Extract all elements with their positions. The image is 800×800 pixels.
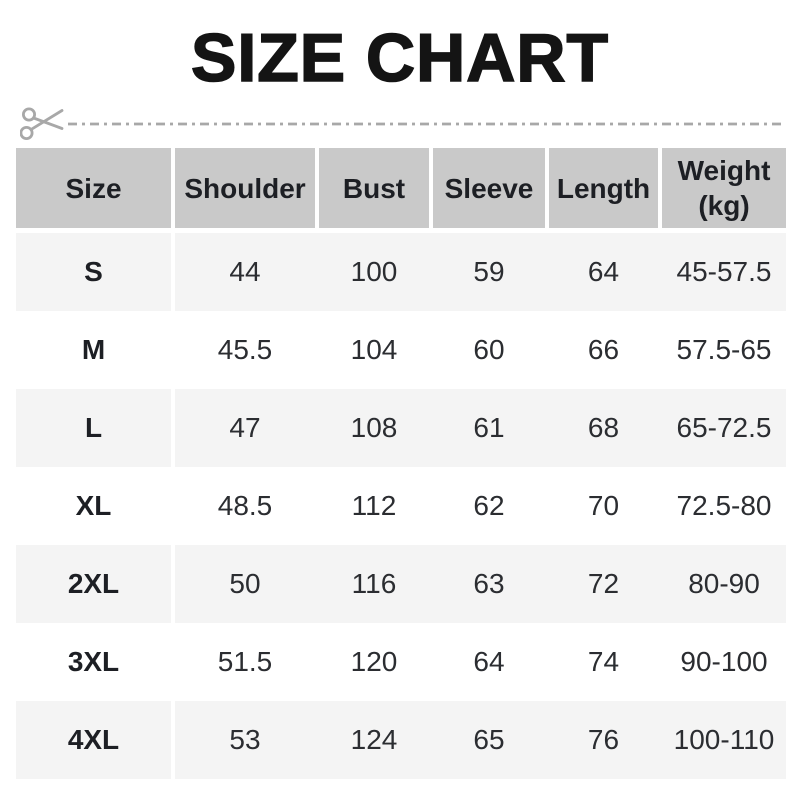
cell-length: 66	[587, 334, 620, 365]
cut-line	[20, 104, 786, 144]
cell-sleeve: 64	[473, 646, 505, 677]
table-row: M 45.5 104 60 66 57.5-65	[16, 311, 786, 389]
row-values: 48.5 112 62 70 72.5-80	[175, 467, 786, 545]
cell-sleeve: 61	[473, 412, 505, 443]
cell-shoulder: 44	[229, 256, 261, 287]
table-row: 4XL 53 124 65 76 100-110	[16, 701, 786, 779]
row-values: 45.5 104 60 66 57.5-65	[175, 311, 786, 389]
size-cell: L	[16, 389, 171, 467]
cell-weight: 100-110	[673, 724, 775, 755]
cell-bust: 104	[350, 334, 398, 365]
cell-sleeve: 59	[473, 256, 505, 287]
cell-shoulder: 53	[229, 724, 261, 755]
scissors-icon	[20, 107, 64, 140]
cell-length: 70	[587, 490, 620, 521]
table-row: XL 48.5 112 62 70 72.5-80	[16, 467, 786, 545]
cell-weight: 65-72.5	[676, 412, 772, 443]
cell-bust: 124	[350, 724, 398, 755]
cell-shoulder: 51.5	[217, 646, 273, 677]
cell-weight: 80-90	[688, 568, 760, 599]
cell-shoulder: 45.5	[217, 334, 273, 365]
cell-length: 68	[587, 412, 620, 443]
cell-length: 72	[587, 568, 620, 599]
row-values: 47 108 61 68 65-72.5	[175, 389, 786, 467]
page-title: SIZE CHART	[190, 20, 609, 96]
table-row: L 47 108 61 68 65-72.5	[16, 389, 786, 467]
size-cell: 3XL	[67, 646, 120, 677]
header-sleeve: Sleeve	[433, 148, 545, 228]
row-values: 44 100 59 64 45-57.5	[175, 233, 786, 311]
cell-length: 76	[587, 724, 620, 755]
size-chart-table: Size Shoulder Bust Sleeve Length Weight …	[16, 148, 786, 779]
header-bust: Bust	[319, 148, 429, 228]
row-values: 53 124 65 76 100-110	[175, 701, 786, 779]
dash-dot-line	[68, 121, 786, 127]
cell-shoulder: 47	[229, 412, 261, 443]
cell-shoulder: 48.5	[217, 490, 273, 521]
row-values: 50 116 63 72 80-90	[175, 545, 786, 623]
cell-bust: 108	[350, 412, 398, 443]
row-values: 51.5 120 64 74 90-100	[175, 623, 786, 701]
cell-shoulder: 50	[229, 568, 261, 599]
cell-length: 64	[587, 256, 620, 287]
cell-sleeve: 65	[473, 724, 505, 755]
size-cell: S	[16, 233, 171, 311]
cell-bust: 100	[350, 256, 398, 287]
size-cell: 4XL	[16, 701, 171, 779]
cell-length: 74	[587, 646, 620, 677]
table-row: S 44 100 59 64 45-57.5	[16, 233, 786, 311]
cell-sleeve: 60	[473, 334, 505, 365]
cell-bust: 112	[351, 490, 397, 521]
header-length: Length	[549, 148, 658, 228]
table-row: 2XL 50 116 63 72 80-90	[16, 545, 786, 623]
cell-weight: 90-100	[680, 646, 768, 677]
cell-bust: 116	[351, 568, 397, 599]
cell-weight: 72.5-80	[676, 490, 772, 521]
cell-weight: 57.5-65	[676, 334, 772, 365]
cell-sleeve: 63	[473, 568, 505, 599]
cell-bust: 120	[350, 646, 398, 677]
cell-sleeve: 62	[473, 490, 505, 521]
size-cell: M	[81, 334, 106, 365]
size-cell: 2XL	[16, 545, 171, 623]
table-header-row: Size Shoulder Bust Sleeve Length Weight …	[16, 148, 786, 228]
header-shoulder: Shoulder	[175, 148, 315, 228]
cell-weight: 45-57.5	[676, 256, 772, 287]
size-cell: XL	[75, 490, 112, 521]
header-size: Size	[16, 148, 171, 228]
header-weight: Weight (kg)	[662, 148, 786, 228]
table-row: 3XL 51.5 120 64 74 90-100	[16, 623, 786, 701]
